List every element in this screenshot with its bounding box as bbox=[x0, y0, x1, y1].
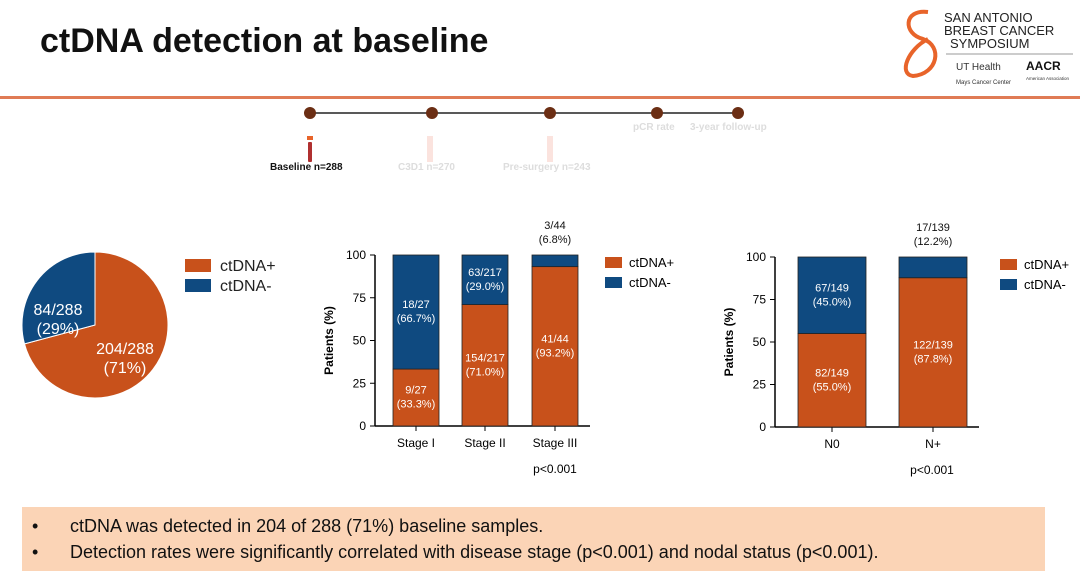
data-label: (45.0%) bbox=[813, 296, 852, 308]
y-tick-label: 0 bbox=[759, 420, 766, 434]
bullet-text: Detection rates were significantly corre… bbox=[70, 542, 879, 562]
legend-swatch bbox=[1000, 259, 1017, 270]
legend-label: ctDNA+ bbox=[629, 255, 674, 270]
bar-ctDNA+-Stage III bbox=[531, 266, 579, 427]
data-label: (87.8%) bbox=[914, 353, 953, 365]
pie-label: 204/288 bbox=[96, 341, 154, 358]
x-tick-label: Stage I bbox=[397, 436, 435, 450]
data-label: 3/44 bbox=[544, 220, 565, 232]
data-label: (33.3%) bbox=[397, 399, 436, 411]
timeline-dot bbox=[732, 107, 744, 119]
bar-ctDNA+-Stage I bbox=[392, 368, 440, 427]
p-value-annotation: p<0.001 bbox=[910, 463, 954, 477]
data-label: (71.0%) bbox=[466, 366, 505, 378]
x-tick-label: Stage II bbox=[464, 436, 505, 450]
y-tick-label: 100 bbox=[346, 248, 366, 262]
x-tick-label: Stage III bbox=[533, 436, 578, 450]
bar-ctDNA--Stage II bbox=[461, 254, 509, 305]
data-label: 17/139 bbox=[916, 222, 950, 234]
timeline-dot bbox=[426, 107, 438, 119]
timeline-dot bbox=[304, 107, 316, 119]
data-label: (66.7%) bbox=[397, 313, 436, 325]
data-label: (29.0%) bbox=[466, 281, 505, 293]
timeline bbox=[304, 107, 744, 162]
timeline-label-c3d1: C3D1 n=270 bbox=[398, 162, 455, 173]
data-label: 18/27 bbox=[402, 299, 430, 311]
timeline-label-followup: 3-year follow-up bbox=[690, 122, 767, 133]
y-axis-label: Patients (%) bbox=[322, 306, 336, 375]
legend-swatch bbox=[605, 257, 622, 268]
page-title: ctDNA detection at baseline bbox=[40, 22, 489, 60]
data-label: 9/27 bbox=[405, 385, 426, 397]
timeline-label-baseline: Baseline n=288 bbox=[270, 162, 343, 173]
y-tick-label: 25 bbox=[753, 378, 767, 392]
data-label: (93.2%) bbox=[536, 347, 575, 359]
legend-swatch bbox=[185, 259, 211, 272]
data-label: 67/149 bbox=[815, 282, 849, 294]
summary-box: • ctDNA was detected in 204 of 288 (71%) … bbox=[22, 507, 1045, 571]
bar-ctDNA--Stage I bbox=[392, 254, 440, 370]
legend-label: ctDNA+ bbox=[1024, 257, 1069, 272]
bar-ctDNA+-N0 bbox=[797, 333, 867, 428]
svg-text:American Association: American Association bbox=[1026, 76, 1070, 81]
data-label: 154/217 bbox=[465, 352, 505, 364]
y-tick-label: 75 bbox=[753, 293, 767, 307]
y-tick-label: 75 bbox=[353, 291, 367, 305]
x-tick-label: N0 bbox=[824, 437, 840, 451]
legend-label: ctDNA- bbox=[629, 275, 671, 290]
bullet-text: ctDNA was detected in 204 of 288 (71%) b… bbox=[70, 516, 544, 536]
bullet-symbol: • bbox=[32, 516, 39, 536]
y-tick-label: 50 bbox=[753, 335, 767, 349]
bar-ctDNA+-Stage II bbox=[461, 304, 509, 427]
legend-swatch bbox=[1000, 279, 1017, 290]
bullet-item: • ctDNA was detected in 204 of 288 (71%) … bbox=[32, 516, 543, 537]
bar-ctDNA--Stage III bbox=[531, 254, 579, 268]
title-divider bbox=[0, 96, 1080, 99]
timeline-label-presurgery: Pre-surgery n=243 bbox=[503, 162, 591, 173]
pie-slice-ctDNA- bbox=[21, 251, 96, 345]
svg-text:BREAST CANCER: BREAST CANCER bbox=[944, 23, 1054, 38]
svg-text:SYMPOSIUM: SYMPOSIUM bbox=[950, 36, 1029, 51]
bar-ctDNA--N0 bbox=[797, 256, 867, 334]
timeline-label-pcr: pCR rate bbox=[633, 122, 675, 133]
timeline-dot bbox=[651, 107, 663, 119]
legend-swatch bbox=[605, 277, 622, 288]
data-label: 82/149 bbox=[815, 367, 849, 379]
svg-text:Mays Cancer Center: Mays Cancer Center bbox=[956, 80, 1011, 86]
bar-ctDNA--N+ bbox=[898, 256, 968, 279]
legend-label: ctDNA+ bbox=[220, 258, 276, 275]
y-axis-label: Patients (%) bbox=[722, 308, 736, 377]
timeline-dot bbox=[544, 107, 556, 119]
y-tick-label: 25 bbox=[353, 376, 367, 390]
bar-ctDNA+-N+ bbox=[898, 277, 968, 428]
sabcs-logo: SAN ANTONIO BREAST CANCER SYMPOSIUM UT H… bbox=[903, 9, 1073, 86]
bullet-item: • Detection rates were significantly corr… bbox=[32, 542, 878, 563]
charts-area: 204/288 (71%) 84/288 (29%) ctDNA+ ctDNA- 0 25 50… bbox=[21, 220, 1069, 477]
data-label: 63/217 bbox=[468, 267, 502, 279]
x-tick-label: N+ bbox=[925, 437, 941, 451]
legend-swatch bbox=[185, 279, 211, 292]
data-label: 122/139 bbox=[913, 339, 953, 351]
svg-text:AACR: AACR bbox=[1026, 59, 1061, 73]
pie-label: 84/288 bbox=[34, 302, 83, 319]
svg-text:SAN ANTONIO: SAN ANTONIO bbox=[944, 10, 1033, 25]
data-label: (6.8%) bbox=[539, 234, 571, 246]
data-label: 41/44 bbox=[541, 333, 569, 345]
y-tick-label: 0 bbox=[359, 419, 366, 433]
data-label: (55.0%) bbox=[813, 381, 852, 393]
bullet-symbol: • bbox=[32, 542, 39, 562]
data-label: (12.2%) bbox=[914, 236, 953, 248]
pie-label: (29%) bbox=[37, 321, 80, 338]
legend-label: ctDNA- bbox=[1024, 277, 1066, 292]
pie-slice-ctDNA+ bbox=[23, 251, 169, 399]
svg-text:UT Health: UT Health bbox=[956, 62, 1001, 73]
y-tick-label: 50 bbox=[353, 334, 367, 348]
legend-label: ctDNA- bbox=[220, 278, 272, 295]
p-value-annotation: p<0.001 bbox=[533, 462, 577, 476]
y-tick-label: 100 bbox=[746, 250, 766, 264]
pie-label: (71%) bbox=[104, 360, 147, 377]
